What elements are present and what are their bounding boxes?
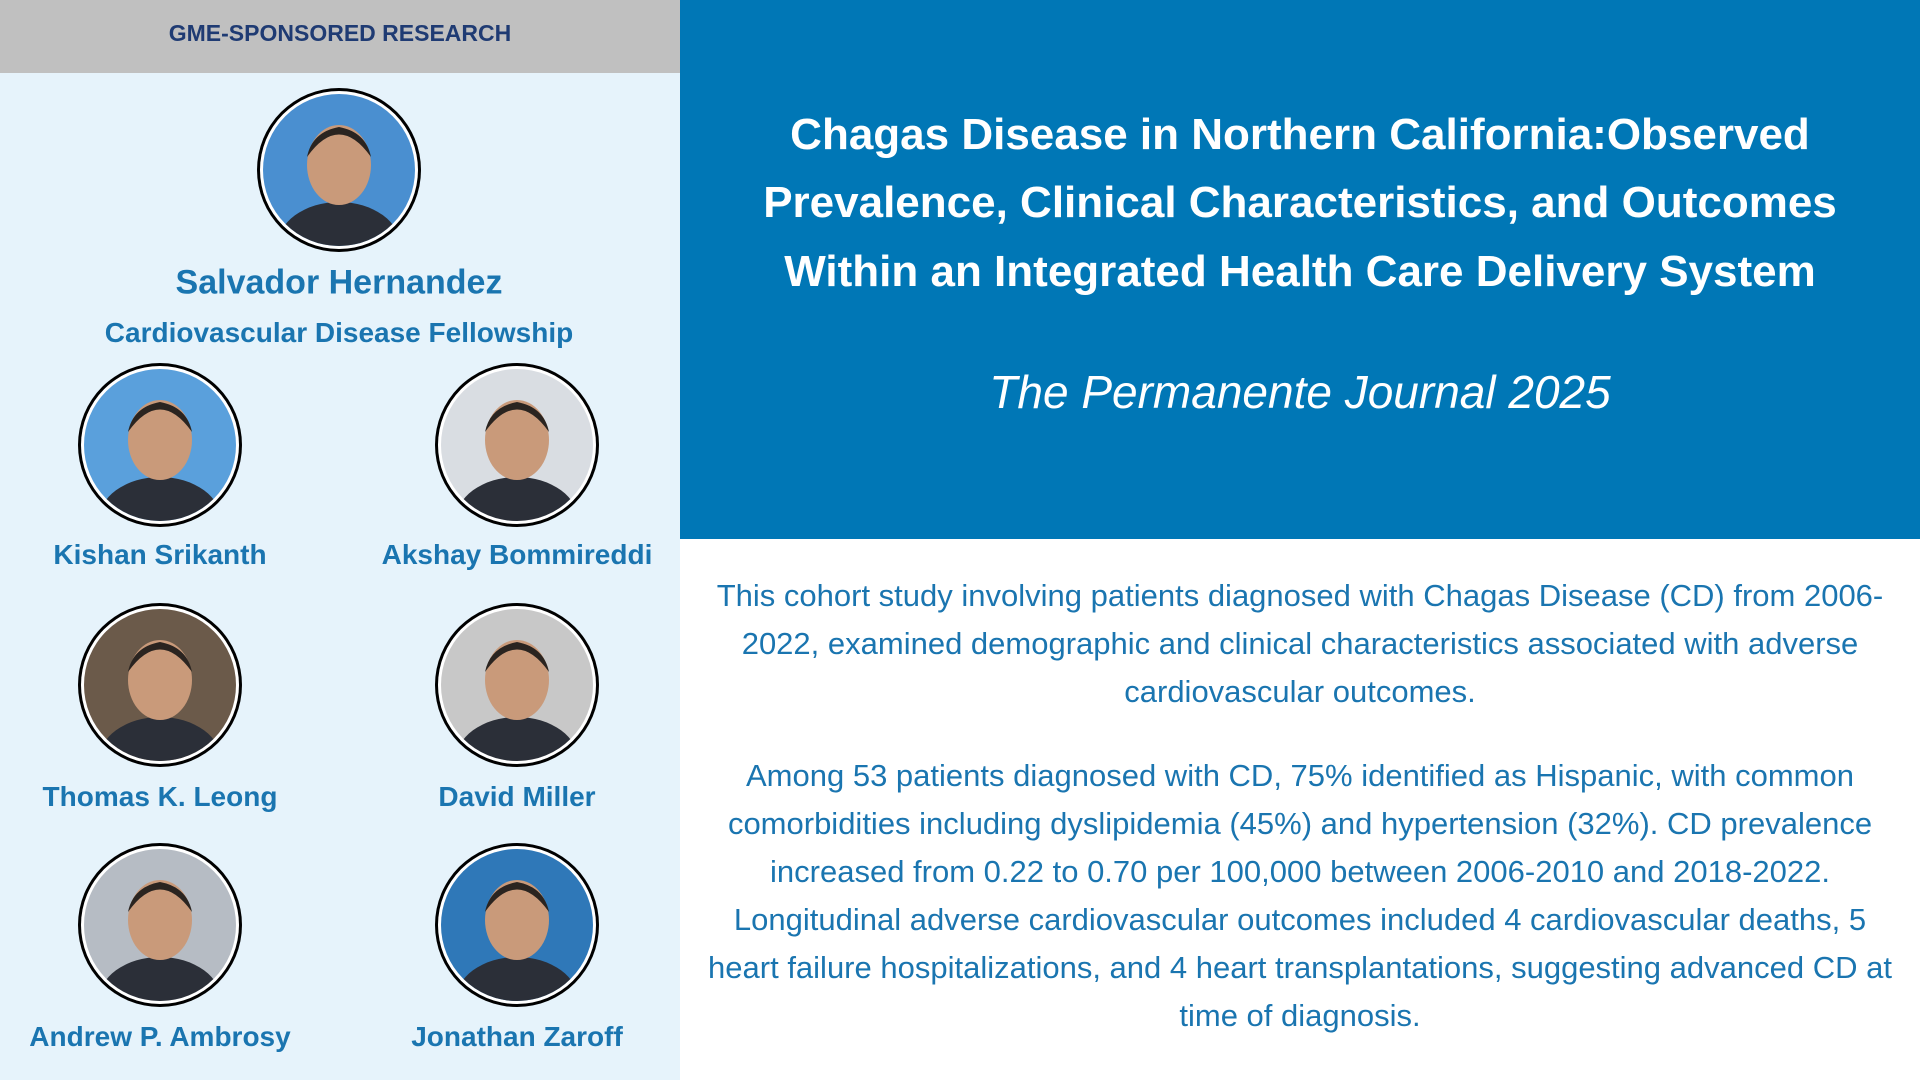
lead-program: Cardiovascular Disease Fellowship: [104, 317, 574, 348]
title-line: Prevalence, Clinical Characteristics, an…: [763, 178, 1837, 227]
portrait-image: [78, 603, 242, 767]
author-name: Thomas K. Leong: [42, 781, 278, 812]
summary-paragraph: Among 53 patients diagnosed with CD, 75%…: [708, 758, 1892, 1033]
portrait: [434, 842, 600, 1008]
section-label: GME-SPONSORED RESEARCH: [0, 0, 680, 73]
portrait: [77, 362, 243, 528]
author-name: Jonathan Zaroff: [411, 1021, 623, 1052]
title-line: Within an Integrated Health Care Deliver…: [784, 247, 1816, 296]
portrait: [256, 87, 422, 253]
title-panel: Chagas Disease in Northern California:Ob…: [680, 0, 1920, 539]
journal: The Permanente Journal 2025: [989, 366, 1611, 418]
title-line: Chagas Disease in Northern California:Ob…: [790, 110, 1810, 159]
portrait: [434, 362, 600, 528]
portrait-image: [78, 363, 242, 527]
portrait: [77, 602, 243, 768]
portrait-image: [78, 843, 242, 1007]
portrait-image: [257, 88, 421, 252]
lead-name: Salvador Hernandez: [175, 263, 503, 302]
author-name: Kishan Srikanth: [53, 539, 267, 570]
portrait: [434, 602, 600, 768]
portrait-image: [435, 603, 599, 767]
summary-paragraph: This cohort study involving patients dia…: [716, 578, 1884, 709]
author-name: Andrew P. Ambrosy: [29, 1021, 291, 1052]
portrait-image: [435, 363, 599, 527]
author-name: David Miller: [438, 781, 596, 812]
author-name: Akshay Bommireddi: [381, 539, 653, 570]
portrait: [77, 842, 243, 1008]
portrait-image: [435, 843, 599, 1007]
